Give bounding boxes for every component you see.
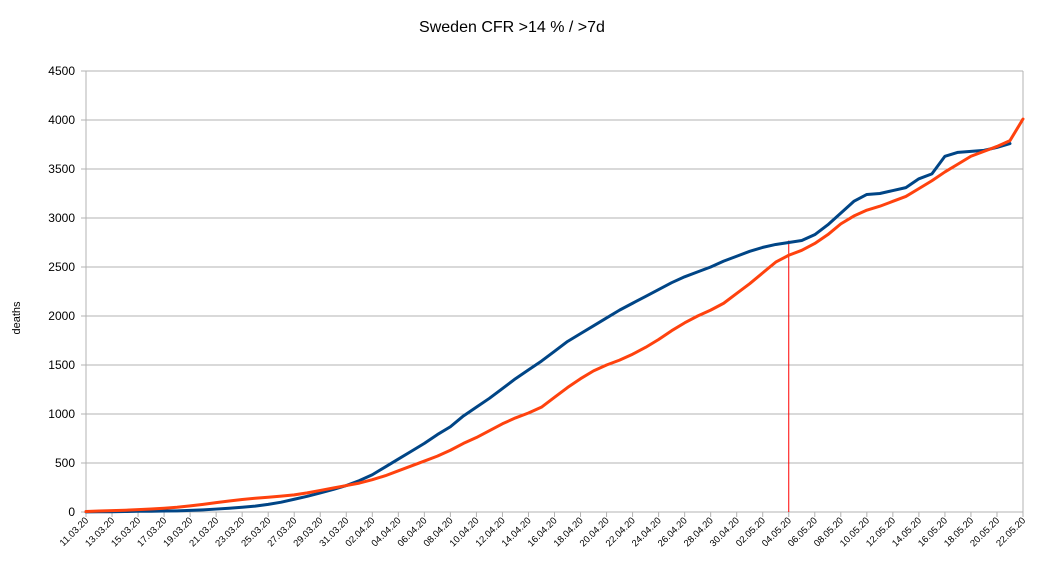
x-tick-labels: 11.03.2013.03.2015.03.2017.03.2019.03.20… [58,515,1028,549]
y-tick-label: 2500 [48,260,75,274]
y-tick-label: 4000 [48,113,75,127]
y-tick-label: 2000 [48,309,75,323]
y-tick-label: 4500 [48,64,75,78]
gridlines [81,70,1023,513]
series-line-2 [84,117,1025,514]
y-axis-label: deaths [11,301,23,335]
y-tick-label: 1500 [48,358,75,372]
y-tick-label: 500 [55,456,75,470]
y-tick-label: 0 [68,505,75,519]
y-tick-labels: 0 500 1000 1500 2000 2500 3000 3500 4000 4500 [48,64,75,519]
axes [85,71,1024,517]
y-tick-label: 1000 [48,407,75,421]
y-tick-label: 3000 [48,211,75,225]
series-lines [84,117,1025,514]
chart-title: Sweden CFR >14 % / >7d [419,19,605,36]
y-tick-label: 3500 [48,162,75,176]
series-line-1 [84,142,1012,514]
